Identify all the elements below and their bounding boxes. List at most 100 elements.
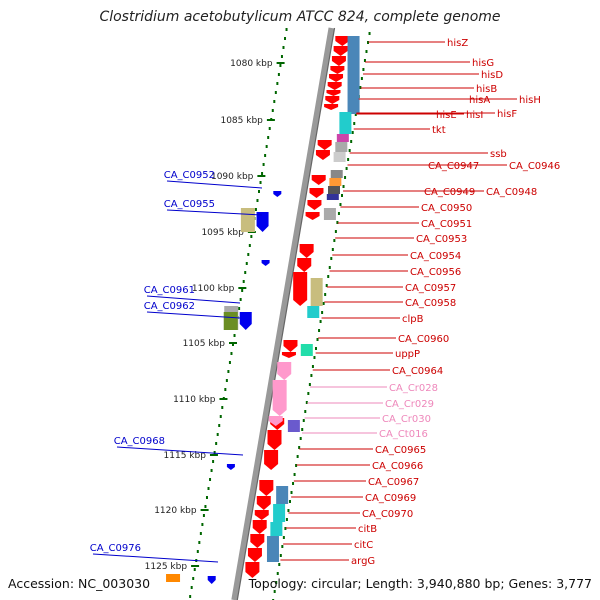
gene-arrow: [259, 480, 274, 496]
scale-dot: [190, 586, 193, 589]
scale-dot: [216, 433, 219, 436]
scale-dot: [302, 419, 305, 422]
scale-dot: [313, 356, 316, 359]
scale-dot: [316, 338, 319, 341]
gene-arrow: [329, 74, 344, 82]
gene-arrow: [326, 90, 341, 96]
scale-dot: [275, 581, 278, 584]
gene-label: hisI: [466, 110, 483, 121]
scale-dot: [344, 176, 347, 179]
scale-dot: [201, 523, 204, 526]
scale-dot: [264, 154, 267, 157]
scale-dot: [287, 509, 290, 512]
scale-dot: [219, 415, 222, 418]
scale-dot: [218, 424, 221, 427]
gene-label: CA_C0948: [486, 187, 537, 198]
topology-text: Topology: circular; Length: 3,940,880 bp…: [248, 576, 592, 591]
genome-backbone: [231, 27, 335, 600]
scale-tick-label: 1120 kbp: [154, 506, 197, 516]
scale-tick-label: 1115 kbp: [164, 451, 207, 461]
scale-dot: [284, 527, 287, 530]
scale-dot: [293, 473, 296, 476]
scale-dot: [281, 545, 284, 548]
scale-dot: [224, 388, 227, 391]
gene-block: [310, 278, 323, 306]
gene-block: [335, 142, 348, 152]
scale-dot: [280, 55, 283, 58]
scale-dot: [324, 293, 327, 296]
scale-dot: [199, 532, 202, 535]
scale-dot: [308, 383, 311, 386]
scale-dot: [277, 73, 280, 76]
scale-dot: [258, 190, 260, 193]
scale-dot: [337, 212, 340, 215]
scale-dot: [368, 32, 371, 35]
gene-label: CA_C0958: [405, 298, 456, 309]
gene-block: [300, 344, 313, 356]
gene-label: CA_C0956: [410, 267, 461, 278]
gene-label: CA_C0961: [144, 285, 195, 296]
gene-arrow: [256, 496, 271, 510]
scale-dot: [205, 496, 208, 499]
gene-arrow: [245, 562, 260, 578]
gene-arrow: [250, 534, 265, 548]
scale-dot: [221, 406, 224, 409]
gene-arrow: [299, 244, 314, 258]
gene-block: [276, 486, 289, 504]
scale-dot: [210, 469, 213, 472]
gene-arrow: [207, 576, 216, 584]
gene-arrow: [327, 82, 342, 90]
gene-label: CA_C0952: [164, 170, 215, 181]
gene-arrow: [315, 150, 330, 160]
scale-dot: [325, 284, 328, 287]
gene-arrow: [254, 510, 269, 520]
scale-dot: [245, 262, 248, 265]
scale-dot: [299, 437, 302, 440]
scale-dot: [282, 46, 285, 49]
gene-arrow: [252, 520, 267, 534]
scale-dot: [262, 163, 265, 166]
gene-arrow: [226, 464, 235, 470]
gene-arrow: [317, 140, 332, 150]
scale-dot: [204, 505, 207, 508]
gene-block: [307, 306, 320, 318]
scale-dot: [265, 145, 268, 148]
label-leader-line: [146, 311, 241, 319]
gene-label: CA_C0946: [509, 161, 560, 172]
gene-label: CA_C0967: [368, 477, 419, 488]
map-title: Clostridium acetobutylicum ATCC 824, com…: [99, 9, 501, 25]
gene-arrow: [293, 272, 308, 306]
gene-block: [266, 536, 279, 562]
gene-label: citB: [358, 524, 377, 535]
gene-label: hisH: [519, 95, 541, 106]
scale-tick-label: 1095 kbp: [201, 228, 244, 238]
scale-dot: [341, 194, 343, 197]
scale-dot: [231, 343, 234, 346]
scale-dot: [215, 442, 218, 445]
scale-dot: [273, 100, 276, 103]
scale-dot: [242, 280, 245, 283]
scale-dot: [285, 28, 288, 31]
scale-dot: [319, 320, 322, 323]
scale-dot: [279, 554, 282, 557]
gene-label: hisE: [436, 110, 457, 121]
scale-dot: [248, 244, 251, 247]
gene-block: [166, 574, 181, 582]
label-leader-line: [166, 180, 263, 189]
gene-block: [223, 312, 238, 330]
gene-block: [329, 178, 342, 186]
gene-arrow: [335, 36, 350, 46]
scale-dot: [198, 541, 201, 544]
scale-dot: [288, 500, 291, 503]
scale-dot: [279, 64, 282, 67]
gene-block: [333, 152, 346, 162]
scale-dot: [327, 275, 330, 278]
gene-label: CA_C0949: [424, 187, 475, 198]
scale-dot: [259, 181, 262, 184]
scale-dot: [268, 127, 271, 130]
scale-dot: [328, 266, 331, 269]
gene-label: CA_C0962: [144, 301, 195, 312]
gene-arrow: [325, 96, 340, 104]
gene-arrow: [330, 66, 345, 74]
label-leader-line: [92, 553, 219, 563]
